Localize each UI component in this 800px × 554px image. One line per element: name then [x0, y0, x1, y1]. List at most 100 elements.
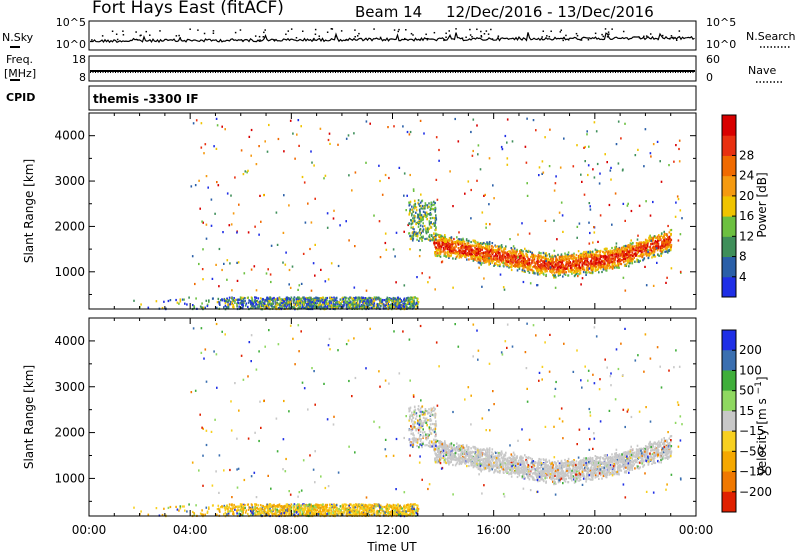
power-cell	[473, 239, 476, 242]
power-cell	[597, 267, 599, 270]
power-cell	[241, 303, 243, 306]
power-cell	[426, 237, 428, 240]
power-cell	[664, 242, 666, 245]
power-cell	[363, 302, 365, 305]
power-cell	[551, 255, 553, 258]
power-cell	[501, 261, 504, 264]
power-cell	[289, 298, 291, 301]
power-cell	[565, 258, 568, 261]
power-cell	[303, 297, 305, 300]
power-cell	[229, 262, 231, 265]
power-cell	[230, 303, 233, 306]
power-cell	[202, 221, 204, 224]
power-cell	[290, 296, 293, 299]
power-cell	[593, 261, 595, 264]
power-cell	[242, 304, 244, 307]
power-cell	[593, 231, 596, 234]
power-cell	[570, 254, 573, 257]
power-cell	[478, 248, 481, 251]
power-cell	[227, 305, 230, 308]
power-cell	[210, 224, 213, 227]
power-cell	[528, 232, 531, 235]
power-cell	[610, 166, 612, 169]
power-cell	[622, 202, 625, 205]
power-cell	[297, 296, 299, 299]
power-cell	[499, 251, 501, 254]
power-cell	[466, 253, 468, 256]
velocity-cell	[578, 464, 580, 467]
power-cell	[540, 271, 542, 274]
power-cell	[506, 118, 509, 121]
power-cell	[564, 259, 566, 262]
power-cell	[597, 250, 600, 253]
power-cell	[622, 245, 625, 249]
power-cell	[508, 253, 511, 256]
power-cell	[347, 306, 350, 309]
power-cell	[654, 239, 657, 243]
power-cell	[385, 298, 388, 301]
power-cell	[300, 297, 302, 301]
power-cell	[321, 298, 323, 301]
power-cell	[461, 241, 464, 244]
power-cell	[648, 235, 651, 238]
search-noise-dot	[448, 30, 450, 32]
power-cell	[285, 296, 288, 299]
power-cell	[563, 255, 565, 258]
power-cell	[502, 250, 505, 253]
power-cell	[585, 261, 587, 264]
power-cell	[469, 247, 471, 250]
power-cell	[361, 300, 363, 304]
power-cell	[606, 255, 608, 258]
power-cell	[475, 251, 478, 255]
power-cell	[664, 247, 667, 250]
power-cell	[365, 120, 368, 123]
power-cell	[621, 255, 624, 258]
power-cell	[451, 240, 454, 243]
power-cell	[476, 259, 478, 262]
power-cell	[385, 304, 387, 307]
power-cell	[224, 302, 227, 305]
power-cell	[326, 296, 328, 300]
power-cell	[592, 267, 595, 270]
power-cell	[522, 250, 524, 253]
power-cell	[657, 237, 660, 241]
power-cell	[651, 239, 654, 242]
power-cell	[369, 296, 372, 300]
power-cell	[140, 303, 142, 306]
power-cell	[295, 304, 298, 307]
power-cell	[619, 254, 621, 257]
power-cell	[635, 247, 638, 250]
power-cell	[327, 138, 330, 142]
power-cell	[419, 237, 422, 240]
power-cell	[444, 240, 446, 244]
power-cell	[626, 249, 628, 252]
search-noise-dot	[580, 39, 583, 41]
power-cell	[337, 143, 339, 146]
search-noise-dot	[331, 28, 334, 30]
nave-tick-top: 60	[706, 53, 720, 66]
power-cell	[589, 205, 591, 208]
power-cell	[242, 300, 245, 303]
power-cell	[291, 306, 294, 309]
search-noise-dot	[443, 39, 445, 42]
power-cell	[569, 270, 572, 273]
power-cell	[511, 140, 514, 143]
power-cell	[637, 259, 639, 262]
power-cell	[471, 248, 473, 251]
power-cell	[408, 213, 410, 216]
power-cell	[234, 301, 236, 304]
power-cell	[288, 268, 291, 272]
power-cell	[488, 203, 490, 206]
power-cell	[215, 263, 217, 266]
power-cell	[435, 246, 437, 249]
search-noise-dot	[622, 30, 625, 33]
power-cell	[397, 296, 399, 299]
power-cell	[296, 133, 298, 136]
power-cell	[284, 263, 287, 266]
power-cell	[370, 302, 373, 305]
power-cell	[412, 237, 414, 240]
power-cell	[350, 302, 352, 306]
power-cell	[258, 145, 260, 148]
power-cell	[481, 262, 483, 265]
power-cell	[438, 235, 440, 239]
